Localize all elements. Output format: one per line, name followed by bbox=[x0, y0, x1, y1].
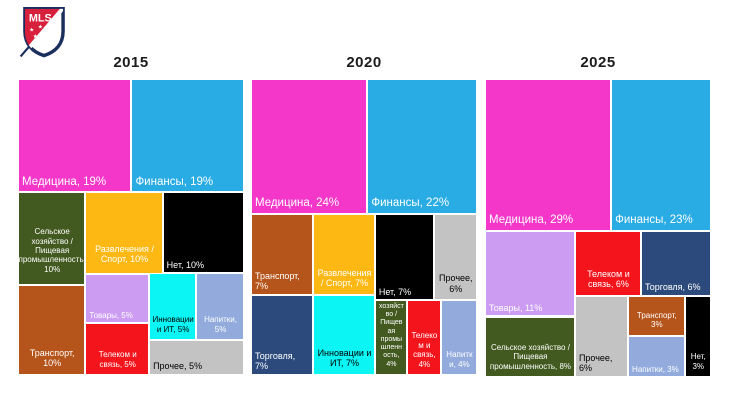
tile-finance: Финансы, 22% bbox=[367, 79, 477, 214]
tile-goods: Товары, 11% bbox=[485, 230, 575, 317]
tile-transport: Транспорт, 3% bbox=[628, 295, 685, 336]
tile-none: Нет, 10% bbox=[162, 192, 244, 274]
tile-other: Прочее, 5% bbox=[149, 340, 244, 375]
tile-medicine: Медицина, 29% bbox=[485, 79, 612, 231]
tile-beverages: Напитки, 4% bbox=[440, 300, 477, 375]
treemap-2015: Медицина, 19% Финансы, 19% Сельское хозя… bbox=[18, 79, 244, 375]
tile-goods: Товары, 5% bbox=[85, 274, 150, 324]
tile-telecom: Телеком и связь, 5% bbox=[85, 323, 150, 375]
slash-stripe bbox=[24, 8, 64, 56]
tile-trade: Торговля, 6% bbox=[640, 230, 711, 296]
star-icon: ★ bbox=[33, 33, 38, 40]
chart-title-2025: 2025 bbox=[580, 54, 616, 71]
tile-other: Прочее, 6% bbox=[433, 213, 477, 301]
tile-innovation-it: Инновации и ИТ, 7% bbox=[313, 295, 375, 375]
chart-2020: 2020 Медицина, 24% Финансы, 22% Транспор… bbox=[251, 54, 477, 375]
tile-finance: Финансы, 19% bbox=[131, 79, 244, 193]
tile-entertainment-sport: Развлечения / Спорт, 10% bbox=[85, 192, 163, 275]
chart-2025: 2025 Медицина, 29% Финансы, 23% Товары, … bbox=[485, 54, 711, 377]
tile-transport: Транспорт, 7% bbox=[251, 213, 314, 296]
tile-entertainment-sport: Развлечения / Спорт, 7% bbox=[313, 213, 375, 296]
mls-wordmark: MLS bbox=[29, 13, 52, 25]
tile-agriculture-food: Сельское хозяйство / Пищевая промышленно… bbox=[18, 192, 86, 286]
chart-2015: 2015 Медицина, 19% Финансы, 19% Сельское… bbox=[18, 54, 244, 375]
tile-agriculture-food: Сельское хозяйство / Пищевая промышленно… bbox=[485, 316, 575, 377]
chart-title-2015: 2015 bbox=[113, 54, 149, 71]
star-icon: ★ bbox=[29, 26, 34, 33]
tile-none: Нет, 3% bbox=[684, 295, 711, 377]
tile-medicine: Медицина, 19% bbox=[18, 79, 132, 193]
chart-title-2020: 2020 bbox=[346, 54, 382, 71]
tile-other: Прочее, 6% bbox=[574, 295, 629, 377]
tile-telecom: Телеком и связь, 6% bbox=[574, 230, 641, 296]
mls-logo: MLS ★ ★ ★ bbox=[19, 6, 65, 58]
tile-transport: Транспорт, 10% bbox=[18, 285, 86, 375]
tile-beverages: Напитки, 3% bbox=[628, 335, 685, 377]
tile-innovation-it: Инновации и ИТ, 5% bbox=[149, 273, 197, 341]
tile-telecom: Телеком и связь, 4% bbox=[406, 300, 441, 375]
treemap-2025: Медицина, 29% Финансы, 23% Товары, 11% Т… bbox=[485, 79, 711, 377]
tile-none: Нет, 7% bbox=[374, 213, 434, 301]
tile-agriculture-food: Сельское хозяйство / Пищевая промышленно… bbox=[374, 300, 407, 375]
star-icon: ★ bbox=[38, 24, 43, 31]
treemap-2020: Медицина, 24% Финансы, 22% Транспорт, 7%… bbox=[251, 79, 477, 375]
tile-medicine: Медицина, 24% bbox=[251, 79, 368, 214]
tile-trade: Торговля, 7% bbox=[251, 295, 314, 375]
tile-finance: Финансы, 23% bbox=[611, 79, 711, 231]
tile-beverages: Напитки, 5% bbox=[196, 273, 244, 341]
